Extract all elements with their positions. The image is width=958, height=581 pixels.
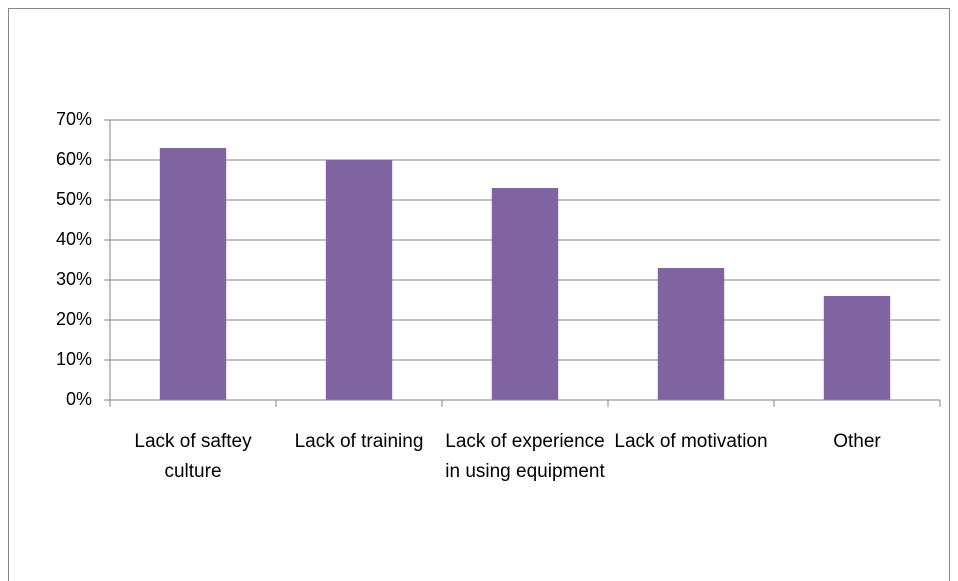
y-tick-label: 10% (56, 349, 92, 369)
y-tick-label: 20% (56, 309, 92, 329)
bar (657, 268, 725, 400)
y-tick-label: 60% (56, 149, 92, 169)
bar (823, 296, 891, 400)
y-tick-label: 50% (56, 189, 92, 209)
x-tick-label: Lack of saftey culture (134, 431, 252, 482)
y-tick-label: 0% (66, 389, 92, 409)
bar (159, 148, 227, 400)
y-tick-label: 40% (56, 229, 92, 249)
x-tick-label: Lack of experience in using equipment (445, 431, 605, 482)
x-tick-label: Lack of motivation (614, 431, 768, 452)
bar (491, 188, 559, 400)
y-tick-label: 30% (56, 269, 92, 289)
chart-border (8, 8, 950, 581)
bar (325, 160, 393, 400)
y-tick-label: 70% (56, 109, 92, 129)
x-tick-label: Lack of training (294, 431, 424, 452)
x-tick-label: Other (833, 431, 881, 452)
